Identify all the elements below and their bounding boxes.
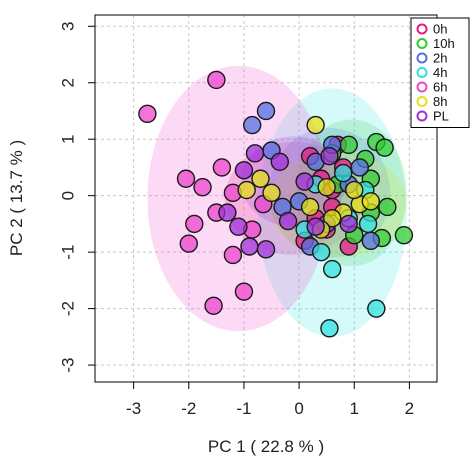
point-PL [306,217,325,236]
x-tick-label: -1 [236,399,251,418]
point-PL [240,237,259,256]
point-8h [361,192,381,211]
point-10h [375,138,394,157]
legend-marker-6h [416,81,428,93]
point-8h [322,209,342,228]
point-2h [350,158,369,177]
point-6h [185,214,204,234]
point-6h [179,234,198,253]
y-tick-label: -1 [58,245,77,260]
y-tick-label: 1 [58,134,77,143]
point-PL [270,152,289,172]
point-PL [278,211,298,231]
point-2h [256,101,276,121]
legend-marker-0h [416,23,428,35]
y-axis-label: PC 2 ( 13.7 % ) [7,140,26,256]
point-8h [237,180,256,200]
legend-box [410,17,470,128]
legend-label-PL: PL [433,109,449,124]
legend-marker-10h [416,38,428,49]
y-tick-label: 0 [58,191,77,200]
point-2h [361,231,381,251]
legend-marker-PL [416,110,428,122]
x-tick-label: -3 [126,399,141,418]
legend-label-10h: 10h [433,36,455,51]
point-PL [218,203,237,222]
point-10h [394,225,414,245]
x-axis-label: PC 1 ( 22.8 % ) [208,437,324,456]
point-6h [176,169,196,188]
point-PL [245,144,265,163]
point-8h [306,115,325,135]
point-10h [378,197,397,217]
point-6h [193,178,212,197]
point-2h [243,115,262,135]
y-tick-label: 2 [58,78,77,87]
point-8h [262,183,281,203]
x-tick-label: 2 [405,399,414,418]
point-6h [212,158,232,177]
y-tick-label: -2 [58,301,77,316]
point-6h [207,70,226,90]
point-PL [295,172,314,191]
y-tick-label: 3 [58,22,77,31]
point-8h [251,169,270,188]
legend-label-4h: 4h [433,65,447,80]
x-tick-label: 1 [350,399,359,418]
point-PL [339,214,358,234]
point-4h [334,163,353,183]
legend-label-6h: 6h [433,80,447,95]
y-tick-label: -3 [58,357,77,372]
plot-frame [94,14,438,383]
point-PL [234,161,254,180]
x-tick-label: -2 [181,399,196,418]
legend-label-2h: 2h [433,51,447,66]
legend-marker-2h [416,52,428,64]
point-PL [320,146,339,166]
point-8h [300,197,320,217]
axes: -3 -2 -1 0 1 2 -3 -2 -1 0 1 2 3 [58,22,414,418]
x-tick-label: 0 [294,399,303,418]
point-4h [322,259,342,279]
point-6h [204,296,223,315]
point-PL [229,217,248,236]
point-4h [367,299,386,318]
point-4h [358,214,378,234]
point-PL [256,240,276,259]
legend-label-8h: 8h [433,94,447,109]
legend-marker-4h [416,67,428,78]
point-6h [223,245,243,265]
point-4h [311,242,331,262]
point-8h [345,180,364,200]
legend-label-0h: 0h [433,22,447,37]
point-6h [234,282,254,301]
point-8h [317,178,336,197]
point-4h [320,319,339,338]
point-10h [339,135,358,155]
legend-marker-8h [416,96,428,107]
data-points [138,70,414,338]
point-6h [138,104,157,124]
